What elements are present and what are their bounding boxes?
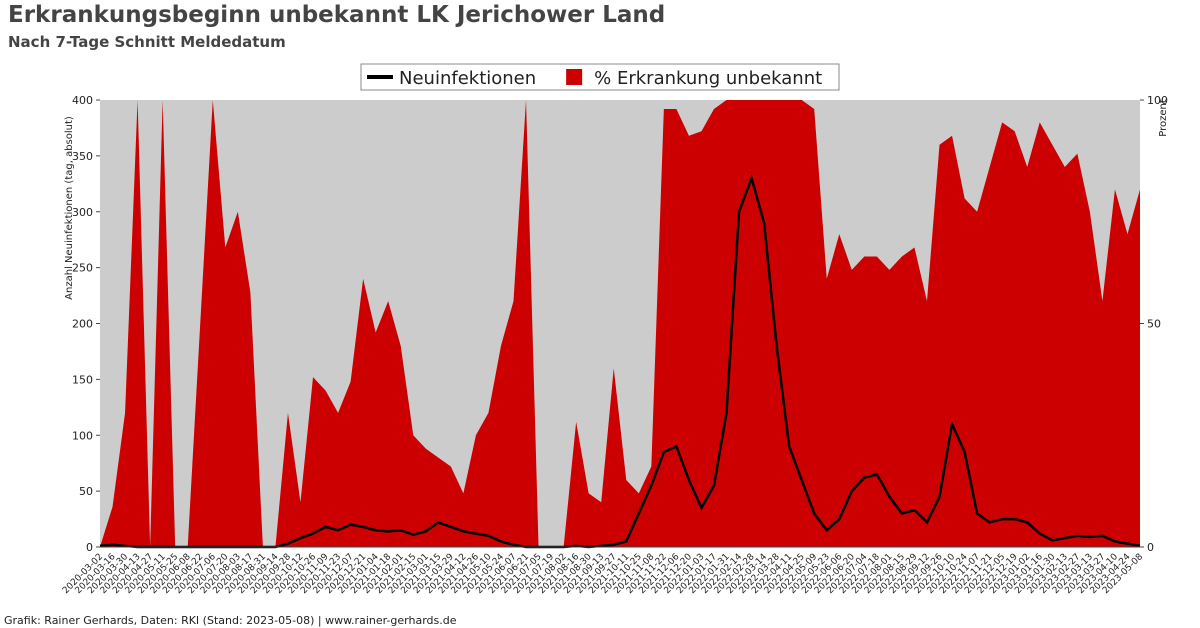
y2-axis-label: Prozent	[1158, 99, 1169, 137]
y-tick-label: 200	[72, 318, 93, 331]
y-tick-label: 400	[72, 94, 93, 107]
legend-swatch	[566, 69, 583, 85]
y-tick-label: 50	[79, 485, 93, 498]
legend-label: Neuinfektionen	[399, 68, 536, 89]
y-tick-label: 350	[72, 150, 93, 163]
footer: Grafik: Rainer Gerhards, Daten: RKI (Sta…	[4, 614, 457, 627]
area	[100, 100, 1140, 547]
y-axis-label: Anzahl Neuinfektionen (tag, absolut)	[64, 116, 75, 300]
legend: Neuinfektionen % Erkrankung unbekannt	[360, 63, 840, 91]
legend-label: % Erkrankung unbekannt	[594, 68, 822, 89]
y-tick-label: 150	[72, 373, 93, 386]
y-tick-label: 0	[86, 541, 93, 554]
legend-box	[360, 63, 840, 91]
y-tick-label: 250	[72, 262, 93, 275]
y-tick-label: 300	[72, 206, 93, 219]
chart-title: Erkrankungsbeginn unbekannt LK Jerichowe…	[8, 2, 665, 28]
y2-tick-label: 100	[1147, 94, 1168, 107]
y2-tick-label: 50	[1147, 318, 1161, 331]
y2-tick-label: 0	[1147, 541, 1154, 554]
y-tick-label: 100	[72, 429, 93, 442]
chart-subtitle: Nach 7-Tage Schnitt Meldedatum	[8, 33, 286, 51]
